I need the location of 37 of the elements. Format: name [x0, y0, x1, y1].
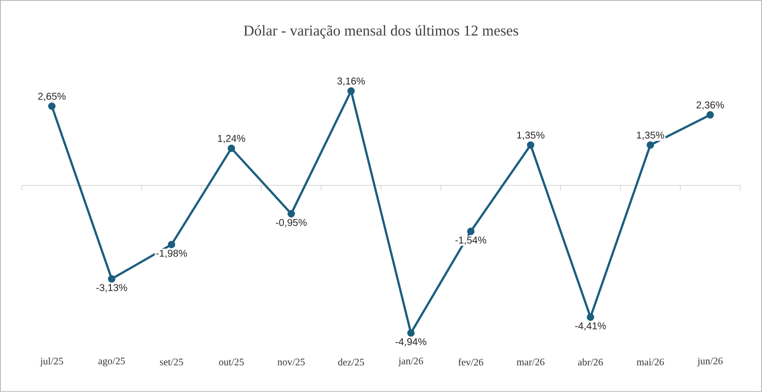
- x-tick-label: jul/25: [40, 358, 64, 367]
- point: [586, 313, 594, 321]
- x-tick-label: set/25: [160, 358, 184, 366]
- data-label: 2,36%: [696, 101, 724, 110]
- x-tick-label: jun/26: [697, 358, 723, 366]
- point: [467, 228, 474, 236]
- data-label: -1,54%: [455, 236, 486, 245]
- data-label: 1,35%: [636, 132, 664, 140]
- data-label: -4,41%: [575, 322, 606, 331]
- point: [706, 111, 714, 119]
- chart-title: Dólar - variação mensal dos últimos 12 meses: [244, 25, 518, 39]
- x-tick-label: abr/26: [578, 358, 603, 366]
- x-tick-label: jan/26: [398, 358, 424, 366]
- data-label: 1,35%: [517, 132, 544, 140]
- data-label: 1,24%: [218, 134, 246, 144]
- point: [288, 210, 295, 218]
- x-tick-label: out/25: [219, 358, 244, 366]
- x-tick-label: dez/25: [338, 358, 364, 366]
- x-tick-label: nov/25: [278, 358, 305, 366]
- data-label: -3,13%: [96, 284, 128, 292]
- data-label: -1,98%: [156, 250, 187, 258]
- point: [526, 141, 534, 149]
- x-tick-label: mar/26: [516, 358, 544, 366]
- point: [48, 102, 56, 110]
- data-label: -0,95%: [276, 219, 307, 228]
- data-label: -4,94%: [396, 338, 426, 346]
- point: [168, 240, 176, 248]
- data-label: 2,65%: [38, 92, 66, 102]
- point: [347, 87, 355, 95]
- x-tick-label: mai/26: [636, 358, 664, 366]
- point: [407, 329, 415, 337]
- data-label: 3,16%: [337, 78, 365, 86]
- x-tick-label: ago/25: [98, 358, 125, 366]
- point: [646, 141, 654, 149]
- x-tick-label: fev/26: [458, 358, 484, 366]
- point: [108, 275, 116, 283]
- point: [228, 144, 236, 152]
